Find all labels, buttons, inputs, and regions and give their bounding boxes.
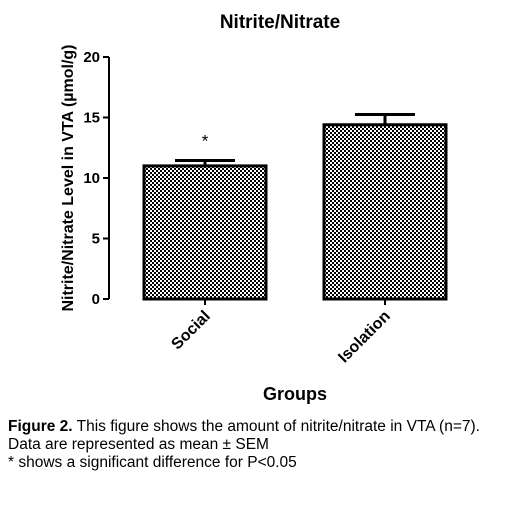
y-tick-label: 0 (92, 291, 100, 308)
caption-text: This figure shows the amount of nitrite/… (72, 418, 480, 435)
bar-isolation (322, 123, 448, 301)
y-tick-label: 20 (83, 49, 100, 66)
y-tick-label: 10 (83, 170, 100, 187)
chart-title: Nitrite/Nitrate (220, 12, 340, 33)
bar-social (142, 164, 268, 301)
figure-caption: Figure 2. This figure shows the amount o… (8, 418, 523, 472)
bar-chart: Nitrite/Nitrate Nitrite/Nitrate Level in… (60, 12, 448, 404)
figure-label: Figure 2. (8, 418, 73, 435)
y-tick-label: 5 (92, 231, 100, 248)
y-axis-label: Nitrite/Nitrate Level in VTA (µmol/g) (60, 44, 77, 311)
caption-line-1: Figure 2. This figure shows the amount o… (8, 418, 523, 436)
significance-marker: * (202, 131, 209, 150)
caption-line-2: Data are represented as mean ± SEM (8, 436, 269, 453)
caption-line-3: * shows a significant difference for P<0… (8, 454, 297, 471)
x-axis-label: Groups (263, 384, 327, 404)
y-tick-label: 15 (83, 110, 100, 127)
x-tick-label-isolation: Isolation (335, 308, 394, 367)
x-tick-label-social: Social (168, 308, 213, 353)
